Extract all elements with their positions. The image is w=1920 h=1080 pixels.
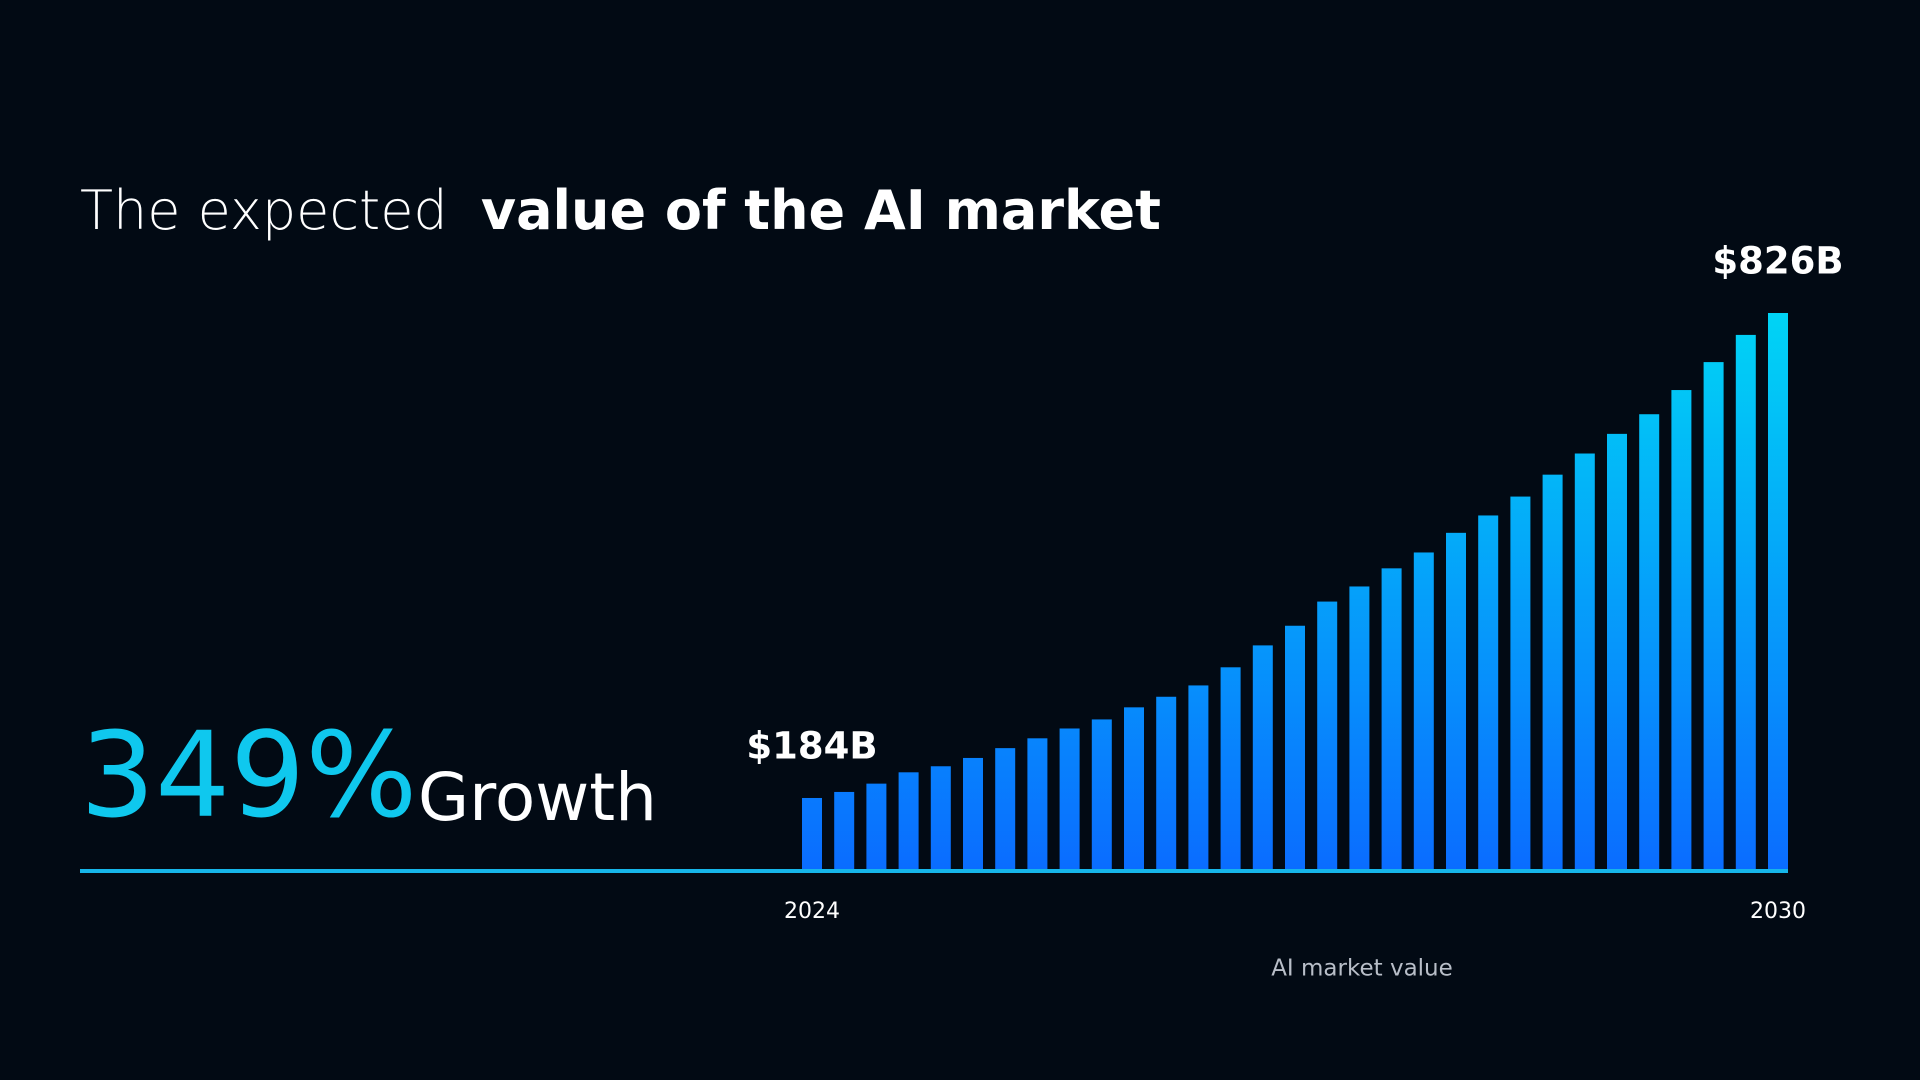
x-tick-label: 2030: [1750, 899, 1806, 924]
bar: [930, 766, 951, 869]
bar: [1510, 496, 1531, 869]
bar: [1574, 453, 1595, 869]
bar: [1768, 313, 1788, 869]
bar: [1639, 414, 1660, 869]
title-light: The expected: [80, 179, 448, 242]
bar: [1188, 685, 1209, 869]
bar: [1703, 362, 1724, 869]
bar: [1607, 433, 1627, 869]
bar: [1220, 667, 1241, 869]
bar: [1671, 390, 1692, 869]
growth-value: 349%: [80, 706, 417, 844]
bar: [1156, 696, 1177, 869]
x-tick-label: 2024: [784, 899, 840, 924]
chart-title: The expected value of the AI market: [80, 179, 1161, 242]
bar: [802, 797, 822, 869]
value-label: $826B: [1712, 240, 1843, 283]
bar: [1124, 707, 1144, 869]
bar: [1735, 334, 1756, 870]
bar: [898, 772, 919, 869]
value-label: $184B: [746, 724, 877, 767]
bar: [1478, 515, 1499, 869]
bar: [1091, 719, 1112, 869]
bar: [834, 791, 855, 869]
bar: [1413, 552, 1434, 869]
title-bold: value of the AI market: [481, 179, 1161, 242]
bar: [1446, 532, 1466, 869]
bar: [1542, 474, 1563, 869]
bar: [995, 748, 1016, 869]
bar: [1285, 625, 1305, 869]
x-axis-label: AI market value: [1271, 956, 1453, 982]
growth-label: Growth: [418, 759, 657, 836]
bar: [1317, 601, 1338, 869]
bar: [1252, 645, 1273, 869]
bar: [963, 757, 983, 869]
bar: [866, 783, 887, 869]
bar: [1059, 728, 1080, 869]
bar: [1027, 738, 1048, 869]
bar: [1381, 568, 1402, 869]
bar: [1349, 586, 1370, 869]
